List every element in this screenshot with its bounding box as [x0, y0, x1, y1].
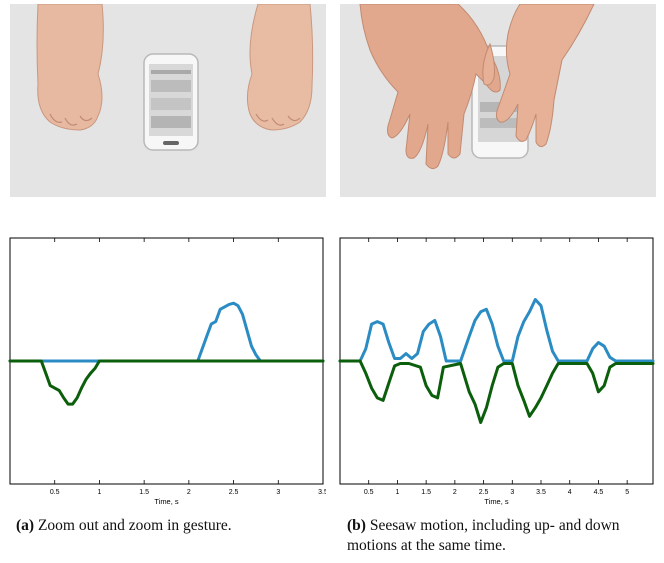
x-tick-label: 1 [97, 489, 101, 496]
chart-b-svg: 0.5 1 1.5 2 2.5 3 3.5 4 4.5 5 Time, s [338, 237, 655, 506]
x-tick-label: 4 [568, 489, 572, 496]
caption-a-text: Zoom out and zoom in gesture. [34, 517, 232, 534]
hands-phone-illustration-a [10, 4, 326, 197]
caption-a-label: (a) [16, 517, 35, 534]
x-tick-label: 1.5 [421, 489, 431, 496]
x-tick-label: 5 [625, 489, 629, 496]
x-tick-label: 0.5 [364, 489, 374, 496]
x-tick-label: 1.5 [139, 489, 149, 496]
caption-b-text: Seesaw motion, including up- and down mo… [347, 517, 620, 554]
x-tick-label: 3.5 [318, 489, 326, 496]
x-tick-label: 3 [276, 489, 280, 496]
chart-zoom-gesture: 0.5 1 1.5 2 2.5 3 3.5 Time, s [8, 236, 328, 506]
photo-seesaw-gesture [340, 4, 656, 197]
x-tick-label: 1 [395, 489, 399, 496]
x-tick-label: 3.5 [536, 489, 546, 496]
x-tick-label: 0.5 [50, 489, 60, 496]
x-tick-label: 3 [510, 489, 514, 496]
chart-a-svg: 0.5 1 1.5 2 2.5 3 3.5 Time, s [8, 237, 328, 506]
series-line-blue [338, 298, 655, 363]
series-line-green [8, 359, 325, 406]
caption-b-label: (b) [347, 517, 366, 534]
chart-b-frame [339, 237, 654, 485]
photo-zoom-gesture [10, 4, 326, 197]
x-tick-label: 2 [453, 489, 457, 496]
chart-seesaw-motion: 0.5 1 1.5 2 2.5 3 3.5 4 4.5 5 Time, s [338, 236, 656, 506]
x-axis-label: Time, s [154, 497, 179, 506]
x-tick-label: 2.5 [479, 489, 489, 496]
x-tick-label: 2.5 [229, 489, 239, 496]
x-tick-label: 4.5 [594, 489, 604, 496]
caption-b: (b) Seesaw motion, including up- and dow… [347, 516, 662, 556]
series-line-blue [8, 301, 325, 363]
x-axis-label: Time, s [484, 497, 509, 506]
hands-phone-illustration-b [340, 4, 656, 197]
series-line-green [338, 359, 655, 424]
caption-a: (a) Zoom out and zoom in gesture. [16, 516, 326, 536]
x-tick-label: 2 [187, 489, 191, 496]
